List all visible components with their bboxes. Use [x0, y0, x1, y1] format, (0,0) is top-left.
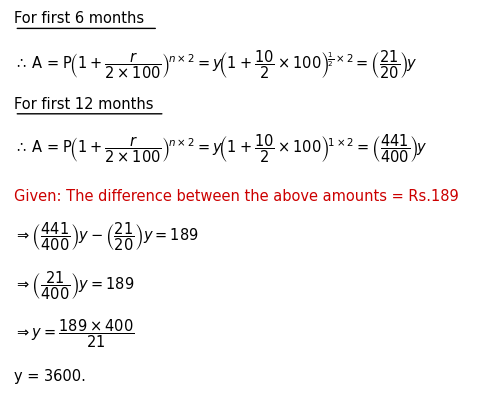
Text: Given: The difference between the above amounts = Rs.189: Given: The difference between the above …	[15, 188, 459, 204]
Text: For first 6 months: For first 6 months	[15, 11, 145, 26]
Text: $\Rightarrow \left(\dfrac{21}{400}\right)y = 189$: $\Rightarrow \left(\dfrac{21}{400}\right…	[15, 269, 135, 302]
Text: For first 12 months: For first 12 months	[15, 97, 154, 112]
Text: $\Rightarrow \left(\dfrac{441}{400}\right)y - \left(\dfrac{21}{20}\right)y = 189: $\Rightarrow \left(\dfrac{441}{400}\righ…	[15, 220, 199, 253]
Text: $\therefore\,$A = P$\!\left(1 + \dfrac{r}{2 \times 100}\right)^{\!n \times 2}$$=: $\therefore\,$A = P$\!\left(1 + \dfrac{r…	[15, 132, 427, 165]
Text: $\Rightarrow y = \dfrac{189 \times 400}{21}$: $\Rightarrow y = \dfrac{189 \times 400}{…	[15, 318, 135, 350]
Text: y = 3600.: y = 3600.	[15, 369, 86, 384]
Text: $\therefore\,$A = P$\!\left(1 + \dfrac{r}{2 \times 100}\right)^{\!n \times 2}$$=: $\therefore\,$A = P$\!\left(1 + \dfrac{r…	[15, 49, 417, 81]
